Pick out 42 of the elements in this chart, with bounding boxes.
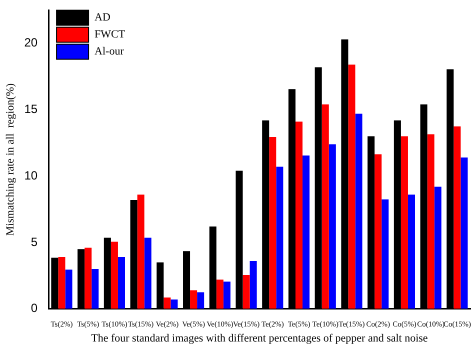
bar <box>137 194 144 309</box>
bar <box>110 242 118 309</box>
bar <box>328 144 336 309</box>
bar <box>92 268 99 309</box>
bar <box>460 158 468 309</box>
bar <box>144 238 152 309</box>
bar <box>216 280 224 309</box>
bar <box>118 257 126 309</box>
y-axis-title: Mismatching rate in all region(%) <box>4 82 16 236</box>
x-axis-title: The four standard images with different percentages of pepper and salt noise <box>91 332 428 344</box>
y-tick-label: 20 <box>24 36 38 50</box>
bar <box>190 290 198 309</box>
legend-label: FWCT <box>94 28 126 41</box>
bar <box>197 292 204 309</box>
bar <box>58 257 66 309</box>
y-tick-label: 0 <box>30 301 38 316</box>
bar <box>295 122 303 309</box>
legend-label: AD <box>94 12 110 24</box>
bar <box>302 156 310 309</box>
bar <box>250 261 257 309</box>
bar <box>374 154 382 309</box>
bar <box>454 126 461 309</box>
y-tick-label: 15 <box>24 102 38 116</box>
bar <box>223 282 230 309</box>
bar <box>242 274 250 309</box>
y-tick-label: 10 <box>24 168 38 182</box>
bar <box>84 248 92 309</box>
legend-label: Al-our <box>94 46 124 58</box>
bar <box>170 300 178 309</box>
bar <box>65 270 72 309</box>
bar <box>322 104 329 309</box>
bar <box>355 114 362 309</box>
bar <box>382 199 389 309</box>
bar <box>434 186 442 309</box>
bar <box>400 136 408 309</box>
bar <box>348 64 356 309</box>
bar <box>408 194 416 309</box>
bar <box>269 136 276 309</box>
bar <box>164 298 171 309</box>
y-tick-label: 5 <box>30 234 38 249</box>
bar <box>427 134 434 309</box>
bar <box>276 166 284 309</box>
